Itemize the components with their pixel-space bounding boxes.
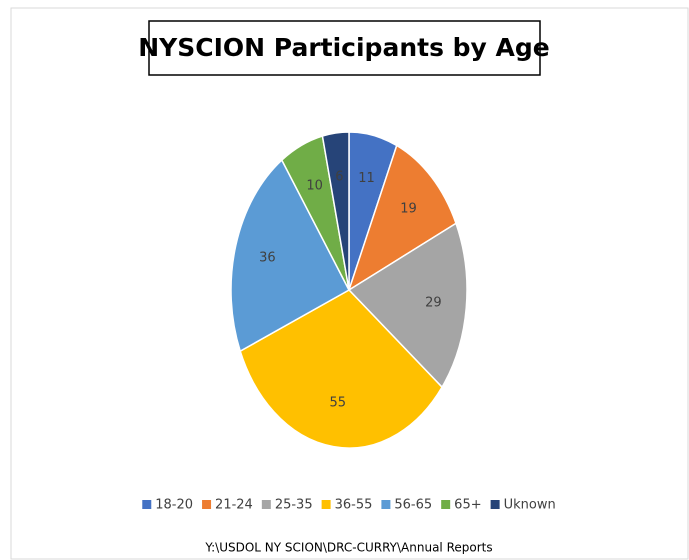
pie-slice	[347, 222, 468, 389]
data-label: 55	[330, 395, 347, 410]
pie-slice	[239, 289, 443, 449]
legend-swatch	[202, 500, 212, 509]
legend-label: 21-24	[215, 498, 253, 513]
data-label: 36	[259, 251, 276, 266]
legend-swatch	[381, 500, 391, 509]
legend-swatch	[321, 500, 331, 509]
pie-slice	[321, 131, 350, 291]
legend-label: 36-55	[335, 498, 373, 513]
legend-label: 18-20	[155, 498, 193, 513]
data-label: 10	[306, 178, 323, 193]
legend-swatch	[441, 500, 451, 509]
legend-label: Uknown	[504, 498, 556, 513]
data-label: 29	[425, 295, 442, 310]
legend-label: 65+	[454, 498, 481, 513]
pie-slice	[347, 144, 457, 292]
chart-frame	[10, 7, 689, 560]
title-box	[148, 20, 541, 76]
legend-swatch	[142, 500, 152, 509]
chart-title: NYSCION Participants by Age	[138, 33, 550, 62]
legend-label: 56-65	[394, 498, 432, 513]
legend-swatch	[261, 500, 271, 509]
legend-label: 25-35	[275, 498, 313, 513]
data-label: 6	[335, 169, 343, 184]
legend-swatch	[490, 500, 500, 509]
footer: Y:\USDOL NY SCION\DRC-CURRY\Annual Repor…	[204, 541, 492, 555]
data-label: 11	[358, 171, 375, 186]
pie-slice	[230, 158, 350, 353]
data-label: 19	[400, 201, 417, 216]
